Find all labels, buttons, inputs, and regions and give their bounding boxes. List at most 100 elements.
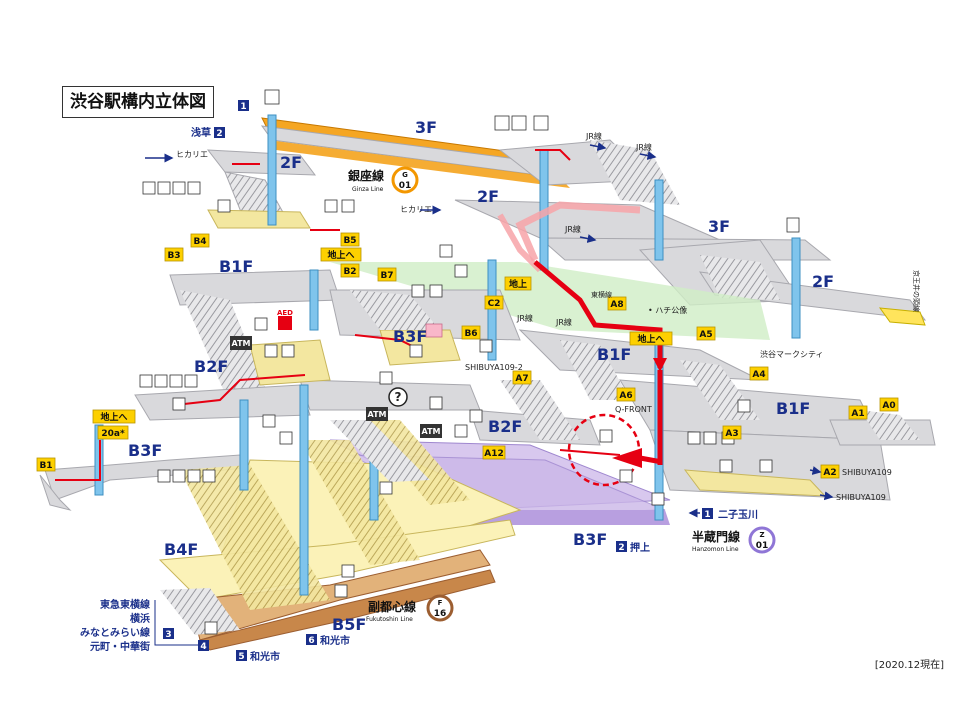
exit-b1: B1 bbox=[39, 461, 52, 471]
toyoko-line-4: 元町・中華街 bbox=[90, 640, 150, 653]
label-keio: 京王井の頭線 bbox=[912, 270, 921, 312]
exit-badges bbox=[36, 232, 899, 479]
hanzomon-num: 01 bbox=[756, 541, 769, 551]
ginza-badge: 銀座線 Ginza Line G 01 bbox=[347, 166, 419, 194]
exit-labels: B1 B3 B4 B5 B2 B7 B6 C2 A8 A5 A7 A6 A4 A… bbox=[39, 236, 895, 478]
central-stairs bbox=[330, 290, 630, 482]
exit-b3: B3 bbox=[167, 251, 180, 261]
atm-label-1: ATM bbox=[232, 339, 251, 348]
hanzomon-name-en: Hanzomon Line bbox=[692, 546, 739, 553]
floor-b1f-left: B1F bbox=[219, 257, 253, 276]
dir-2-oshiage: 2 bbox=[618, 543, 624, 553]
label-hikarie-mid: ヒカリエ bbox=[400, 205, 432, 214]
toyoko-line-3: みなとみらい線 bbox=[80, 626, 150, 639]
exit-a12: A12 bbox=[484, 449, 504, 459]
floor-b3f-bottom: B3F bbox=[573, 530, 607, 549]
floor-2f-right: 2F bbox=[812, 272, 834, 291]
exit-b5: B5 bbox=[343, 236, 356, 246]
floor-b2f-left: B2F bbox=[194, 357, 228, 376]
label-shibuya109-2: SHIBUYA109-2 bbox=[465, 363, 523, 372]
exit-b7: B7 bbox=[380, 271, 393, 281]
floor-3f-top: 3F bbox=[415, 118, 437, 137]
dir-1-futako: 1 bbox=[704, 510, 710, 520]
floor-b1f-center: B1F bbox=[597, 345, 631, 364]
toyoko-line-2: 横浜 bbox=[130, 612, 150, 625]
exit-b4: B4 bbox=[193, 237, 206, 247]
facility-icons bbox=[139, 89, 800, 635]
floor-b4f: B4F bbox=[164, 540, 198, 559]
label-hikarie-top: ヒカリエ bbox=[176, 150, 208, 159]
dir-oshiage: 押上 bbox=[630, 541, 650, 554]
label-up-left: 地上へ bbox=[100, 411, 127, 423]
side-arrows bbox=[145, 142, 834, 501]
exit-a3: A3 bbox=[725, 429, 738, 439]
aed-label: AED bbox=[277, 309, 293, 317]
date-note: [2020.12現在] bbox=[874, 660, 944, 671]
atm-label-3: ATM bbox=[422, 427, 441, 436]
exit-c2: C2 bbox=[488, 299, 501, 309]
dir-3: 3 bbox=[165, 630, 171, 640]
marker-labels: ATM ATM ATM AED ? bbox=[232, 309, 441, 436]
floor-b3f-center: B3F bbox=[128, 441, 162, 460]
atm-markers bbox=[230, 336, 442, 438]
label-jr-lower2: JR線 bbox=[555, 317, 572, 327]
exit-a0: A0 bbox=[882, 401, 895, 411]
dir-futako: 二子玉川 bbox=[718, 509, 758, 521]
exit-a1: A1 bbox=[851, 409, 864, 419]
label-toyoko: 東横線 bbox=[591, 290, 612, 299]
floor-b1f-right: B1F bbox=[776, 399, 810, 418]
exit-a8: A8 bbox=[610, 300, 623, 310]
dir-asakusa: 浅草 bbox=[191, 126, 211, 139]
dir-5: 5 bbox=[238, 652, 244, 662]
ginza-letter: G bbox=[402, 171, 408, 179]
info-marker bbox=[388, 387, 408, 407]
exit-a6: A6 bbox=[619, 391, 632, 401]
label-jr-top2: JR線 bbox=[635, 142, 652, 152]
dir-wako-6: 和光市 bbox=[319, 634, 350, 647]
label-hachiko: • ハチ公像 bbox=[648, 305, 687, 315]
ginza-name-jp: 銀座線 bbox=[347, 168, 384, 183]
label-mark-city: 渋谷マークシティ bbox=[760, 349, 824, 359]
floor-2f-left: 2F bbox=[280, 153, 302, 172]
hikarie-2f-area bbox=[206, 149, 317, 229]
direction-markers: 1 浅草 2 1 二子玉川 2 押上 3 4 5 和光市 6 和光市 東急東横線 bbox=[80, 100, 758, 663]
label-shibuya109b: SHIBUYA109 bbox=[836, 493, 886, 502]
label-shibuya109: SHIBUYA109 bbox=[842, 468, 892, 477]
fukutoshin-num: 16 bbox=[434, 609, 447, 619]
exit-a7: A7 bbox=[515, 374, 528, 384]
exit-b6: B6 bbox=[464, 329, 477, 339]
dir-2-asakusa: 2 bbox=[216, 129, 222, 139]
exit-a5: A5 bbox=[699, 330, 712, 340]
exit-b2: B2 bbox=[343, 267, 356, 277]
floor-b2f-center: B2F bbox=[488, 417, 522, 436]
hanzomon-name-jp: 半蔵門線 bbox=[692, 529, 740, 544]
ginza-num: 01 bbox=[399, 181, 412, 191]
hanzomon-letter: Z bbox=[759, 531, 764, 539]
label-jr-lower: JR線 bbox=[516, 313, 533, 323]
fukutoshin-name-en: Fukutoshin Line bbox=[366, 616, 413, 623]
map-title: 渋谷駅構内立体図 bbox=[62, 86, 214, 118]
dir-4: 4 bbox=[200, 642, 206, 652]
floor-labels: 3F 2F 2F 3F 2F B1F B1F B1F B2F B2F B3F B… bbox=[128, 118, 834, 634]
ground-level-zone bbox=[330, 262, 770, 340]
label-qfront: Q-FRONT bbox=[615, 405, 652, 414]
floor-2f-mid: 2F bbox=[477, 187, 499, 206]
ginza-name-en: Ginza Line bbox=[352, 186, 384, 193]
exit-20a: 20a* bbox=[101, 429, 125, 439]
dir-6: 6 bbox=[308, 636, 314, 646]
exit-a4: A4 bbox=[752, 370, 765, 380]
floor-b5f: B5F bbox=[332, 615, 366, 634]
exit-a2: A2 bbox=[823, 468, 836, 478]
label-jr-top: JR線 bbox=[585, 131, 602, 141]
upper-right-2f-3f bbox=[454, 139, 927, 326]
fukutoshin-badge: 副都心線 Fukutoshin Line F 16 bbox=[366, 594, 454, 623]
aed-marker bbox=[278, 316, 292, 330]
floor-3f-right: 3F bbox=[708, 217, 730, 236]
label-up-center: 地上へ bbox=[637, 333, 664, 345]
dir-1-top: 1 bbox=[240, 102, 246, 112]
fukutoshin-name-jp: 副都心線 bbox=[368, 599, 416, 614]
wheelchair-route-lines bbox=[55, 149, 621, 481]
hanzomon-badge: 半蔵門線 Hanzomon Line Z 01 bbox=[692, 526, 776, 554]
floor-b3f-left: B3F bbox=[393, 327, 427, 346]
